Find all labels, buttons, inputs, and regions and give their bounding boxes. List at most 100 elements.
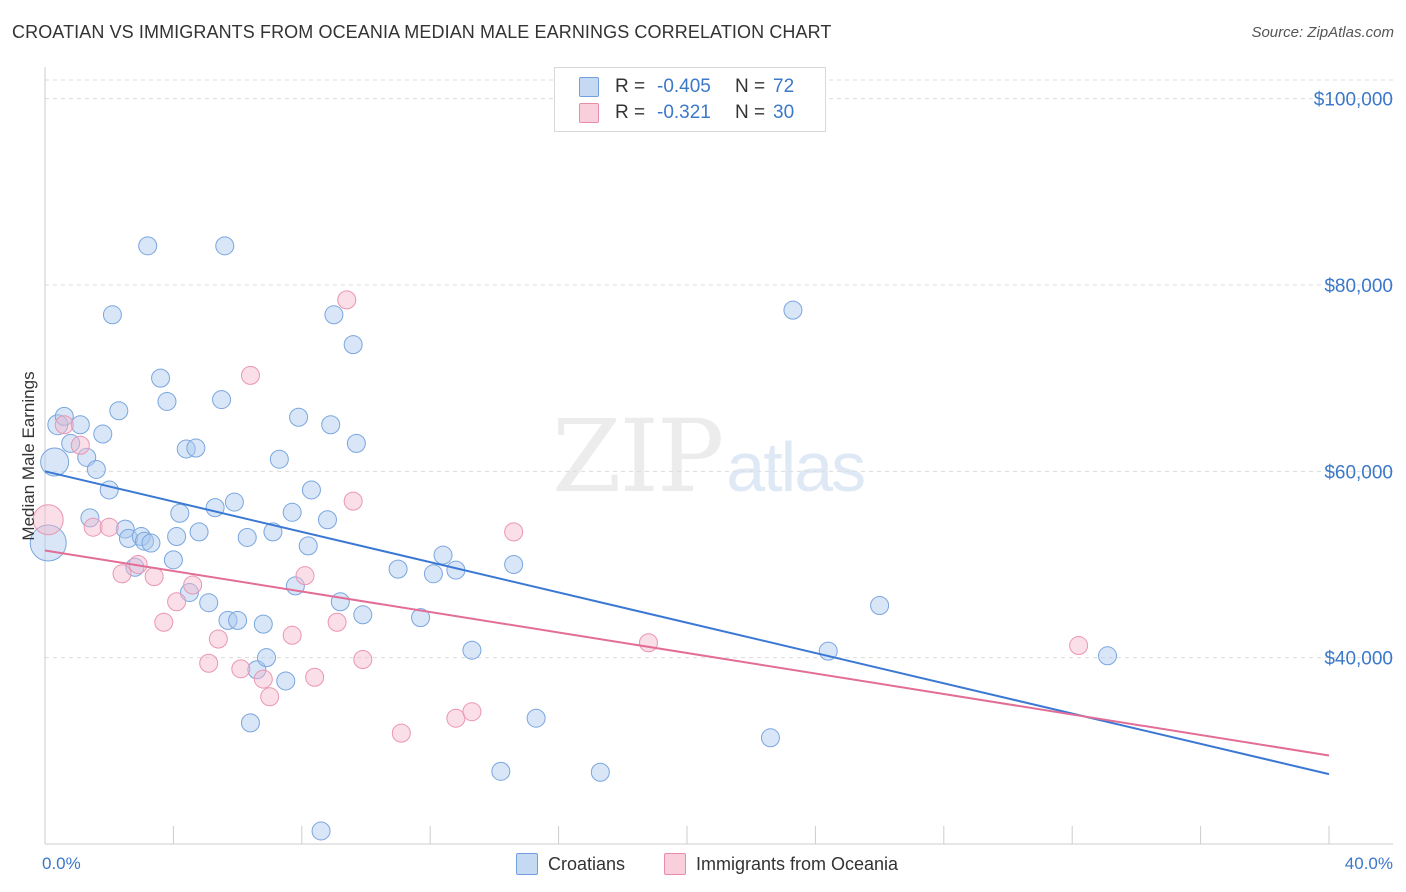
croatians-point	[199, 593, 219, 613]
legend-row-oceania: R = -0.321 N = 30	[579, 101, 794, 125]
legend-r-value: -0.321	[657, 102, 711, 123]
croatians-point	[157, 391, 177, 411]
croatians-point	[317, 510, 337, 530]
oceania-point	[504, 522, 524, 542]
croatians-point	[526, 708, 546, 728]
croatians-point	[298, 536, 318, 556]
data-points	[29, 236, 1118, 841]
x-tick-label: 40.0%	[1345, 854, 1393, 873]
oceania-point	[446, 708, 466, 728]
oceania-point	[260, 687, 280, 707]
axes	[44, 67, 1393, 845]
croatians-point	[93, 424, 113, 444]
source-credit: Source: ZipAtlas.com	[1251, 24, 1394, 41]
croatians-point	[141, 533, 161, 553]
croatians-point	[870, 595, 890, 615]
oceania-point	[99, 517, 119, 537]
croatians-point	[343, 335, 363, 355]
croatians-point	[61, 433, 81, 453]
legend-r-value: -0.405	[657, 76, 711, 97]
watermark-zip: ZIP	[552, 398, 724, 515]
croatians-point	[218, 610, 238, 630]
croatians-point	[256, 648, 276, 668]
watermark: ZIPatlas	[552, 398, 866, 515]
oceania-point	[462, 702, 482, 722]
oceania-trend-line	[44, 549, 1330, 757]
croatians-point	[99, 480, 119, 500]
croatians-point	[301, 480, 321, 500]
croatians-point	[228, 610, 248, 630]
legend-n-value: 72	[773, 76, 795, 97]
bottom-legend-swatch-croatians	[516, 853, 538, 875]
oceania-point	[144, 567, 164, 587]
croatians-point	[321, 415, 341, 435]
legend-row-croatians: R = -0.405 N = 72	[579, 75, 794, 99]
oceania-point	[70, 435, 90, 455]
croatians-point	[330, 592, 350, 612]
croatians-point	[282, 502, 302, 522]
oceania-point	[208, 629, 228, 649]
croatians-point	[346, 433, 366, 453]
croatians-point	[411, 608, 431, 628]
croatians-point	[54, 406, 74, 426]
oceania-point	[305, 667, 325, 687]
croatians-point	[590, 762, 610, 782]
y-tick-label: $40,000	[1324, 649, 1393, 670]
bottom-legend-label-croatians: Croatians	[548, 853, 626, 874]
correlation-legend: R = -0.405 N = 72 R = -0.321 N = 30	[554, 67, 826, 132]
oceania-point	[253, 669, 273, 689]
croatians-point	[491, 761, 511, 781]
y-tick-label: $60,000	[1324, 462, 1393, 483]
croatians-point	[462, 640, 482, 660]
croatians-point	[504, 554, 524, 574]
oceania-point	[638, 633, 658, 653]
legend-n-value: 30	[773, 102, 795, 123]
bottom-legend-croatians: Croatians	[516, 852, 625, 876]
trend-lines	[44, 470, 1330, 776]
croatians-point	[423, 564, 443, 584]
croatians-point	[224, 492, 244, 512]
oceania-point	[54, 415, 74, 435]
oceania-point	[32, 504, 64, 536]
legend-n-label: N =	[735, 102, 766, 123]
oceania-point	[353, 650, 373, 670]
croatians-point	[109, 401, 129, 421]
croatians-point	[138, 236, 158, 256]
croatians-point	[205, 498, 225, 518]
croatians-point	[102, 305, 122, 325]
croatians-point	[86, 459, 106, 479]
oceania-point	[83, 517, 103, 537]
y-axis-label: Median Male Earnings	[19, 371, 38, 540]
oceania-point	[231, 659, 251, 679]
chart-title: CROATIAN VS IMMIGRANTS FROM OCEANIA MEDI…	[12, 22, 832, 42]
croatians-point	[311, 821, 331, 841]
croatians-point	[433, 545, 453, 565]
croatians-point	[388, 559, 408, 579]
bottom-legend-swatch-oceania	[664, 853, 686, 875]
legend-swatch-oceania	[579, 103, 599, 123]
croatians-point	[40, 447, 70, 477]
croatians-point	[167, 527, 187, 547]
croatians-point	[324, 305, 344, 325]
croatians-point	[269, 449, 289, 469]
legend-swatch-croatians	[579, 77, 599, 97]
oceania-point	[343, 491, 363, 511]
croatians-trend-line	[44, 470, 1330, 776]
croatians-point	[151, 368, 171, 388]
oceania-point	[1069, 636, 1089, 656]
y-tick-label: $80,000	[1324, 276, 1393, 297]
legend-r-label: R =	[615, 76, 646, 97]
watermark-atlas: atlas	[726, 428, 866, 506]
oceania-point	[337, 290, 357, 310]
x-tick-label: 0.0%	[42, 854, 81, 873]
croatians-point	[289, 407, 309, 427]
croatians-point	[276, 671, 296, 691]
croatians-point	[163, 550, 183, 570]
croatians-point	[760, 728, 780, 748]
oceania-point	[154, 612, 174, 632]
croatians-point	[240, 713, 260, 733]
croatians-point	[212, 390, 232, 410]
croatians-point	[783, 300, 803, 320]
bottom-legend-oceania: Immigrants from Oceania	[664, 852, 898, 876]
